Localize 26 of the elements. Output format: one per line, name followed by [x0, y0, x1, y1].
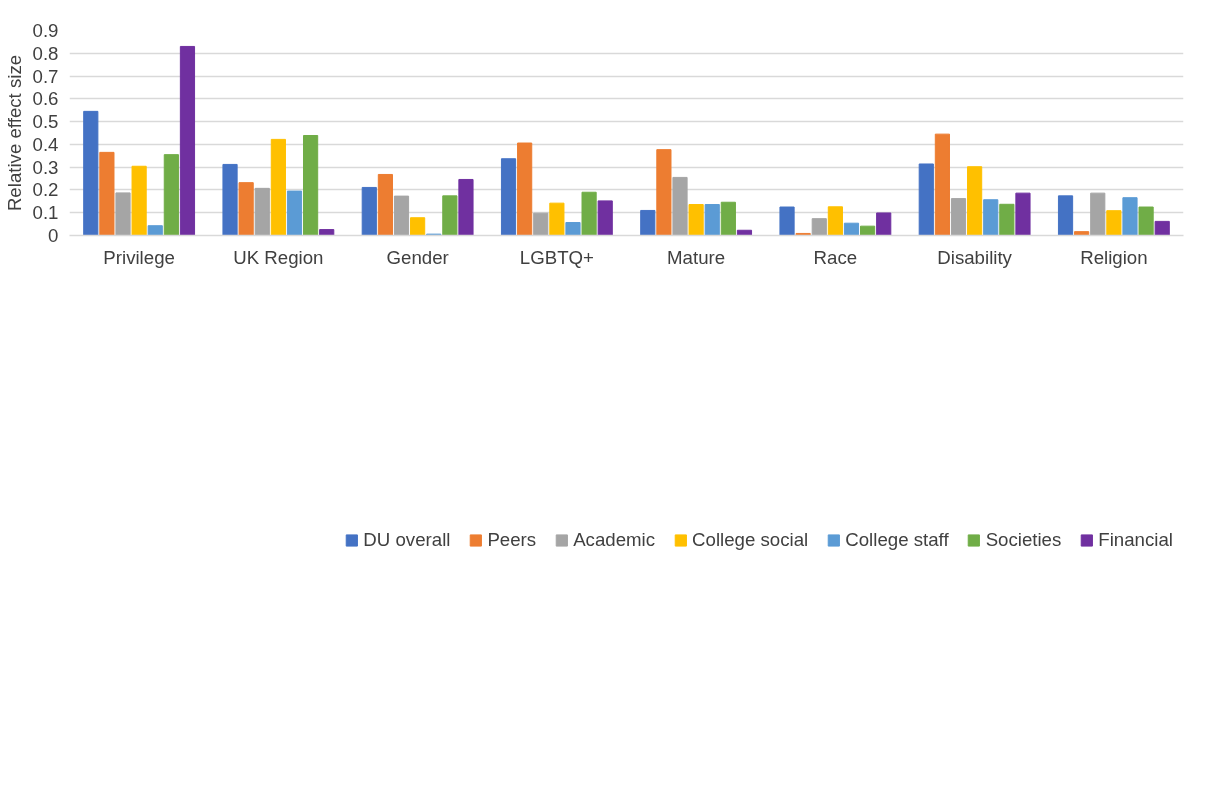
y-axis-title: Relative effect size: [3, 54, 25, 212]
y-tick-label: 0.6: [32, 88, 59, 110]
y-tick-label: 0.5: [32, 111, 59, 133]
y-tick-label: 0.1: [32, 202, 59, 224]
x-tick-label: Religion: [1080, 246, 1148, 268]
x-tick-label: Gender: [386, 246, 449, 268]
y-tick-label: 0.7: [32, 65, 59, 87]
legend-label: Financial: [1098, 529, 1173, 551]
y-tick-label: 0.4: [32, 133, 59, 155]
y-tick-label: 0.8: [32, 42, 59, 64]
legend-label: Peers: [487, 529, 537, 551]
x-tick-label: LGBTQ+: [519, 246, 594, 268]
x-tick-label: Mature: [667, 246, 726, 268]
y-tick-label: 0: [48, 225, 59, 246]
y-tick-label: 0.3: [32, 156, 59, 178]
legend-label: Academic: [573, 529, 656, 551]
y-tick-label: 0.2: [32, 179, 59, 201]
legend-label: College social: [692, 529, 809, 551]
x-tick-label: Privilege: [103, 246, 175, 268]
x-tick-label: Disability: [937, 246, 1013, 268]
legend-label: Societies: [985, 529, 1062, 551]
legend-label: College staff: [845, 529, 949, 551]
x-tick-label: UK Region: [233, 246, 324, 268]
y-tick-label: 0.9: [32, 20, 59, 41]
x-tick-label: Race: [813, 246, 858, 268]
legend-label: DU overall: [363, 529, 451, 551]
